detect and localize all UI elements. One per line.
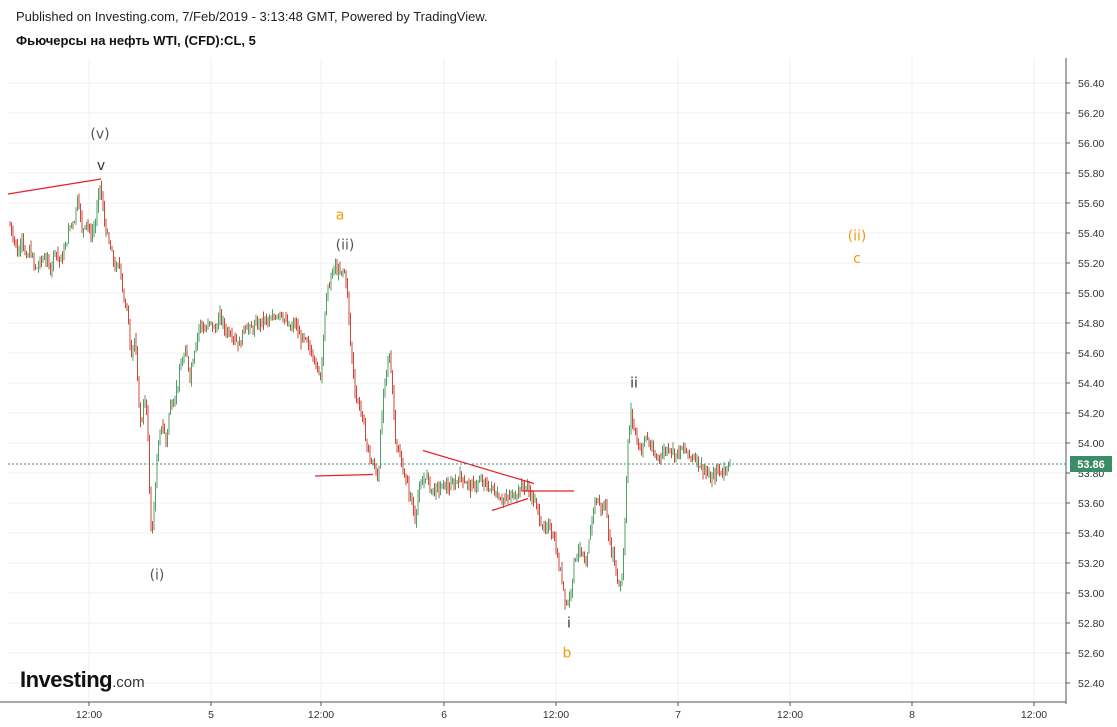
- x-tick-label: 12:00: [1021, 709, 1047, 721]
- grid: [8, 58, 1066, 702]
- x-tick-label: 8: [909, 709, 915, 721]
- wave-label: (i): [150, 568, 165, 584]
- x-tick-label: 12:00: [543, 709, 569, 721]
- y-tick-label: 54.60: [1078, 348, 1104, 360]
- investing-logo: Investing.com: [20, 667, 145, 693]
- x-tick-label: 12:00: [76, 709, 102, 721]
- x-tick-label: 12:00: [777, 709, 803, 721]
- candles: [9, 180, 731, 610]
- wave-label: i: [567, 616, 571, 632]
- wave-label: c: [853, 251, 861, 267]
- y-tick-label: 54.40: [1078, 378, 1104, 390]
- last-price-marker: 53.86: [8, 456, 1112, 472]
- trendline: [422, 449, 535, 485]
- wave-label: b: [563, 646, 572, 662]
- y-tick-label: 55.80: [1078, 168, 1104, 180]
- wave-label: a: [336, 208, 345, 224]
- chart-title: Фьючерсы на нефть WTI, (CFD):CL, 5: [16, 33, 256, 48]
- wave-label: (v): [90, 127, 109, 143]
- y-tick-label: 52.60: [1078, 648, 1104, 660]
- trendline: [314, 473, 374, 477]
- wave-label: v: [97, 158, 105, 174]
- y-tick-label: 53.60: [1078, 498, 1104, 510]
- y-tick-label: 54.80: [1078, 318, 1104, 330]
- y-tick-label: 56.20: [1078, 108, 1104, 120]
- last-price-label: 53.86: [1077, 459, 1105, 471]
- y-tick-label: 55.00: [1078, 288, 1104, 300]
- wave-label: (ii): [848, 229, 867, 245]
- x-tick-label: 12:00: [308, 709, 334, 721]
- y-tick-label: 53.00: [1078, 588, 1104, 600]
- y-tick-label: 56.40: [1078, 78, 1104, 90]
- trendline: [491, 497, 529, 512]
- trendlines: [7, 178, 574, 512]
- y-tick-label: 55.40: [1078, 228, 1104, 240]
- y-tick-label: 53.40: [1078, 528, 1104, 540]
- y-tick-label: 56.00: [1078, 138, 1104, 150]
- logo-main: Investing: [20, 667, 113, 692]
- y-tick-label: 54.20: [1078, 408, 1104, 420]
- y-axis[interactable]: 56.40 56.20 56.00 55.80 55.60 55.40 55.20 55.00…: [1065, 58, 1104, 704]
- y-tick-label: 53.20: [1078, 558, 1104, 570]
- y-tick-label: 55.60: [1078, 198, 1104, 210]
- x-tick-label: 7: [675, 709, 681, 721]
- wave-label: ii: [630, 376, 638, 392]
- wave-label: (ii): [336, 238, 355, 254]
- y-tick-label: 54.00: [1078, 438, 1104, 450]
- published-caption: Published on Investing.com, 7/Feb/2019 -…: [16, 9, 488, 24]
- y-tick-label: 52.80: [1078, 618, 1104, 630]
- x-tick-label: 6: [441, 709, 447, 721]
- x-tick-label: 5: [208, 709, 214, 721]
- last-price-badge: [1070, 456, 1112, 472]
- y-tick-label: 55.20: [1078, 258, 1104, 270]
- y-tick-label: 52.40: [1078, 678, 1104, 690]
- x-axis[interactable]: 12:00 5 12:00 6 12:00 7 12:00 8 12:00: [0, 701, 1066, 721]
- logo-suffix: .com: [112, 674, 145, 691]
- trendline: [7, 178, 102, 195]
